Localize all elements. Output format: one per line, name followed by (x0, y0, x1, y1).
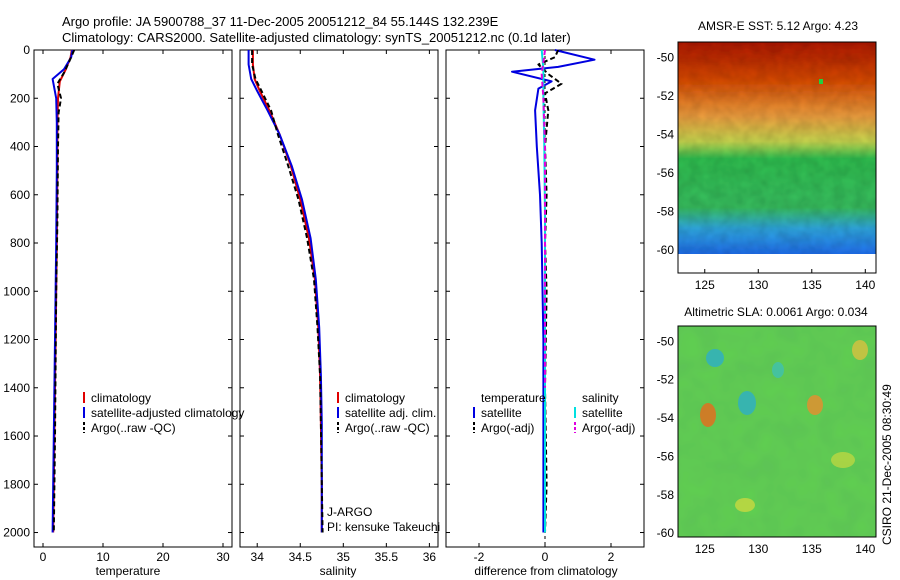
annotation-pi: PI: kensuke Takeuchi (327, 520, 440, 534)
sst-map-xtick-label: 130 (748, 278, 768, 292)
legend-label-sal-satellite: satellite (582, 406, 623, 420)
salinity-xtick-label: 36 (423, 550, 437, 564)
salinity-xtick-label: 35.5 (375, 550, 399, 564)
sla-map-xtick-label: 130 (748, 542, 768, 556)
sla-map-ytick-label: -50 (657, 334, 675, 348)
legend-label-argo: Argo(..raw -QC) (91, 421, 176, 435)
depth-tick-label: 2000 (3, 526, 30, 540)
difference-xlabel: difference from climatology (474, 564, 617, 578)
depth-tick-label: 400 (10, 140, 30, 154)
sst-map-ytick-label: -56 (657, 166, 675, 180)
annotation-program: J-ARGO (327, 505, 372, 519)
legend-label-climatology: climatology (91, 391, 151, 405)
sla-map (677, 325, 877, 538)
legend-label-argo: Argo(..raw -QC) (345, 421, 430, 435)
figure-title-line2: Climatology: CARS2000. Satellite-adjuste… (62, 30, 571, 45)
depth-tick-label: 1400 (3, 381, 30, 395)
sla-yellow-1 (735, 498, 755, 512)
sst-map-ytick-label: -54 (657, 127, 675, 141)
depth-tick-label: 600 (10, 188, 30, 202)
legend-label-satellite: satellite adj. clim. (345, 406, 436, 420)
sla-map-title: Altimetric SLA: 0.0061 Argo: 0.034 (684, 305, 868, 319)
sst-map-ytick-label: -58 (657, 204, 675, 218)
salinity-xtick-label: 35 (337, 550, 351, 564)
temperature-legend: climatology satellite-adjusted climatolo… (83, 391, 244, 435)
sla-map-xtick-label: 140 (855, 542, 875, 556)
temperature-panel-frame (33, 49, 233, 548)
temperature-xtick-label: 0 (40, 550, 47, 564)
sst-map-xtick-label: 135 (802, 278, 822, 292)
difference-series (511, 49, 596, 533)
difference-legend: temperature salinity satellite Argo(-adj… (473, 391, 635, 435)
sla-low-1 (706, 349, 724, 367)
sla-map-xtick-label: 135 (802, 542, 822, 556)
temperature-series (51, 49, 76, 533)
legend-label-sal-argo: Argo(-adj) (582, 421, 635, 435)
sla-map-ytick-label: -56 (657, 449, 675, 463)
depth-tick-label: 200 (10, 91, 30, 105)
sst-map-xtick-label: 125 (695, 278, 715, 292)
legend-label-climatology: climatology (345, 391, 405, 405)
sst-map (677, 41, 877, 274)
sla-map-xtick-label: 125 (695, 542, 715, 556)
sla-low-2 (738, 391, 756, 415)
difference-xtick-label: 2 (608, 550, 615, 564)
sst-map-ytick-label: -50 (657, 50, 675, 64)
sst-map-frame (677, 41, 877, 274)
difference-xtick-label: -2 (474, 550, 485, 564)
temperature-xtick-label: 30 (216, 550, 230, 564)
salinity-xlabel: salinity (320, 564, 357, 578)
salinity-panel-frame (239, 49, 439, 548)
depth-tick-label: 0 (23, 43, 30, 57)
figure-title-line1: Argo profile: JA 5900788_37 11-Dec-2005 … (62, 14, 499, 29)
temperature-xtick-label: 20 (156, 550, 170, 564)
salinity-series (247, 50, 324, 533)
temperature-xtick-label: 10 (96, 550, 110, 564)
salinity-line-argo-raw-qc- (251, 50, 324, 533)
sla-high-2 (807, 395, 823, 415)
temperature-xlabel: temperature (96, 564, 161, 578)
difference-line-salinity-satellite (540, 49, 546, 533)
depth-tick-label: 1800 (3, 477, 30, 491)
sla-yellow-2 (831, 452, 855, 468)
sla-map-frame (677, 325, 877, 538)
salinity-axes: 34 34.5 35 35.5 36 (240, 49, 438, 564)
depth-tick-label: 800 (10, 236, 30, 250)
legend-label-satellite: satellite-adjusted climatology (91, 406, 244, 420)
sst-map-ytick-label: -60 (657, 243, 675, 257)
legend-header-salinity: salinity (582, 391, 619, 405)
sst-map-ytick-label: -52 (657, 89, 675, 103)
sla-high-1 (700, 403, 716, 427)
sst-field (678, 42, 876, 254)
salinity-line-satellite-adj-clim- (247, 50, 323, 533)
sla-map-ytick-label: -52 (657, 373, 675, 387)
legend-label-temp-satellite: satellite (481, 406, 522, 420)
legend-header-temperature: temperature (481, 391, 546, 405)
sla-map-ytick-label: -54 (657, 411, 675, 425)
sst-map-xtick-label: 140 (855, 278, 875, 292)
difference-line-salinity-argo-adj- (540, 49, 546, 388)
temperature-line-satellite-adjusted-climatology (51, 49, 74, 533)
salinity-xtick-label: 34 (251, 550, 265, 564)
sla-high-3 (852, 340, 868, 360)
salinity-legend: climatology satellite adj. clim. Argo(..… (327, 391, 440, 534)
sla-map-ytick-label: -60 (657, 526, 675, 540)
depth-tick-label: 1200 (3, 333, 30, 347)
difference-xtick-label: 0 (542, 550, 549, 564)
credit-timestamp: CSIRO 21-Dec-2005 08:30:49 (880, 384, 894, 545)
sst-map-title: AMSR-E SST: 5.12 Argo: 4.23 (698, 19, 858, 33)
difference-line-temperature-satellite (511, 49, 596, 533)
depth-tick-label: 1600 (3, 429, 30, 443)
sla-map-ytick-label: -58 (657, 488, 675, 502)
sst-hotspot (819, 79, 823, 84)
depth-tick-label: 1000 (3, 284, 30, 298)
legend-label-temp-argo: Argo(-adj) (481, 421, 534, 435)
salinity-xtick-label: 34.5 (289, 550, 313, 564)
salinity-line-climatology (251, 50, 323, 533)
temperature-axes: 0 10 20 30 0 200 400 600 800 1000 1200 1400 1600 1800… (3, 43, 232, 564)
sla-low-3 (772, 362, 784, 378)
